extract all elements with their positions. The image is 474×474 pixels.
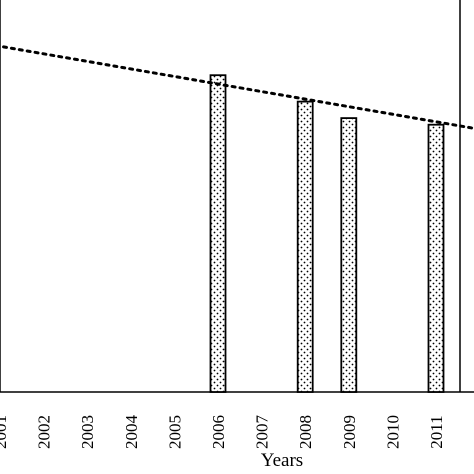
x-tick-label-2001: 2001 [0,415,10,449]
x-tick-label-2010: 2010 [383,415,402,449]
x-tick-label-2005: 2005 [165,415,184,449]
x-tick-label-2003: 2003 [78,415,97,449]
x-axis-title: Years [261,450,303,471]
x-tick-label-2008: 2008 [296,415,315,449]
bars-group [209,74,445,393]
bar-2008 [296,100,314,393]
x-tick-labels: 2001 2002 2003 2004 2005 2006 2007 2008 2009 2010… [0,415,446,450]
x-tick-label-2011: 2011 [427,415,446,448]
x-tick-label-2007: 2007 [253,415,272,450]
x-tick-label-2004: 2004 [122,415,141,450]
bar-2006 [209,74,227,393]
trend-line [0,44,474,130]
bar-2009 [340,117,358,393]
x-tick-label-2002: 2002 [35,415,54,449]
x-tick-label-2009: 2009 [340,415,359,449]
x-tick-label-2006: 2006 [209,415,228,449]
bar-2011 [427,123,445,393]
